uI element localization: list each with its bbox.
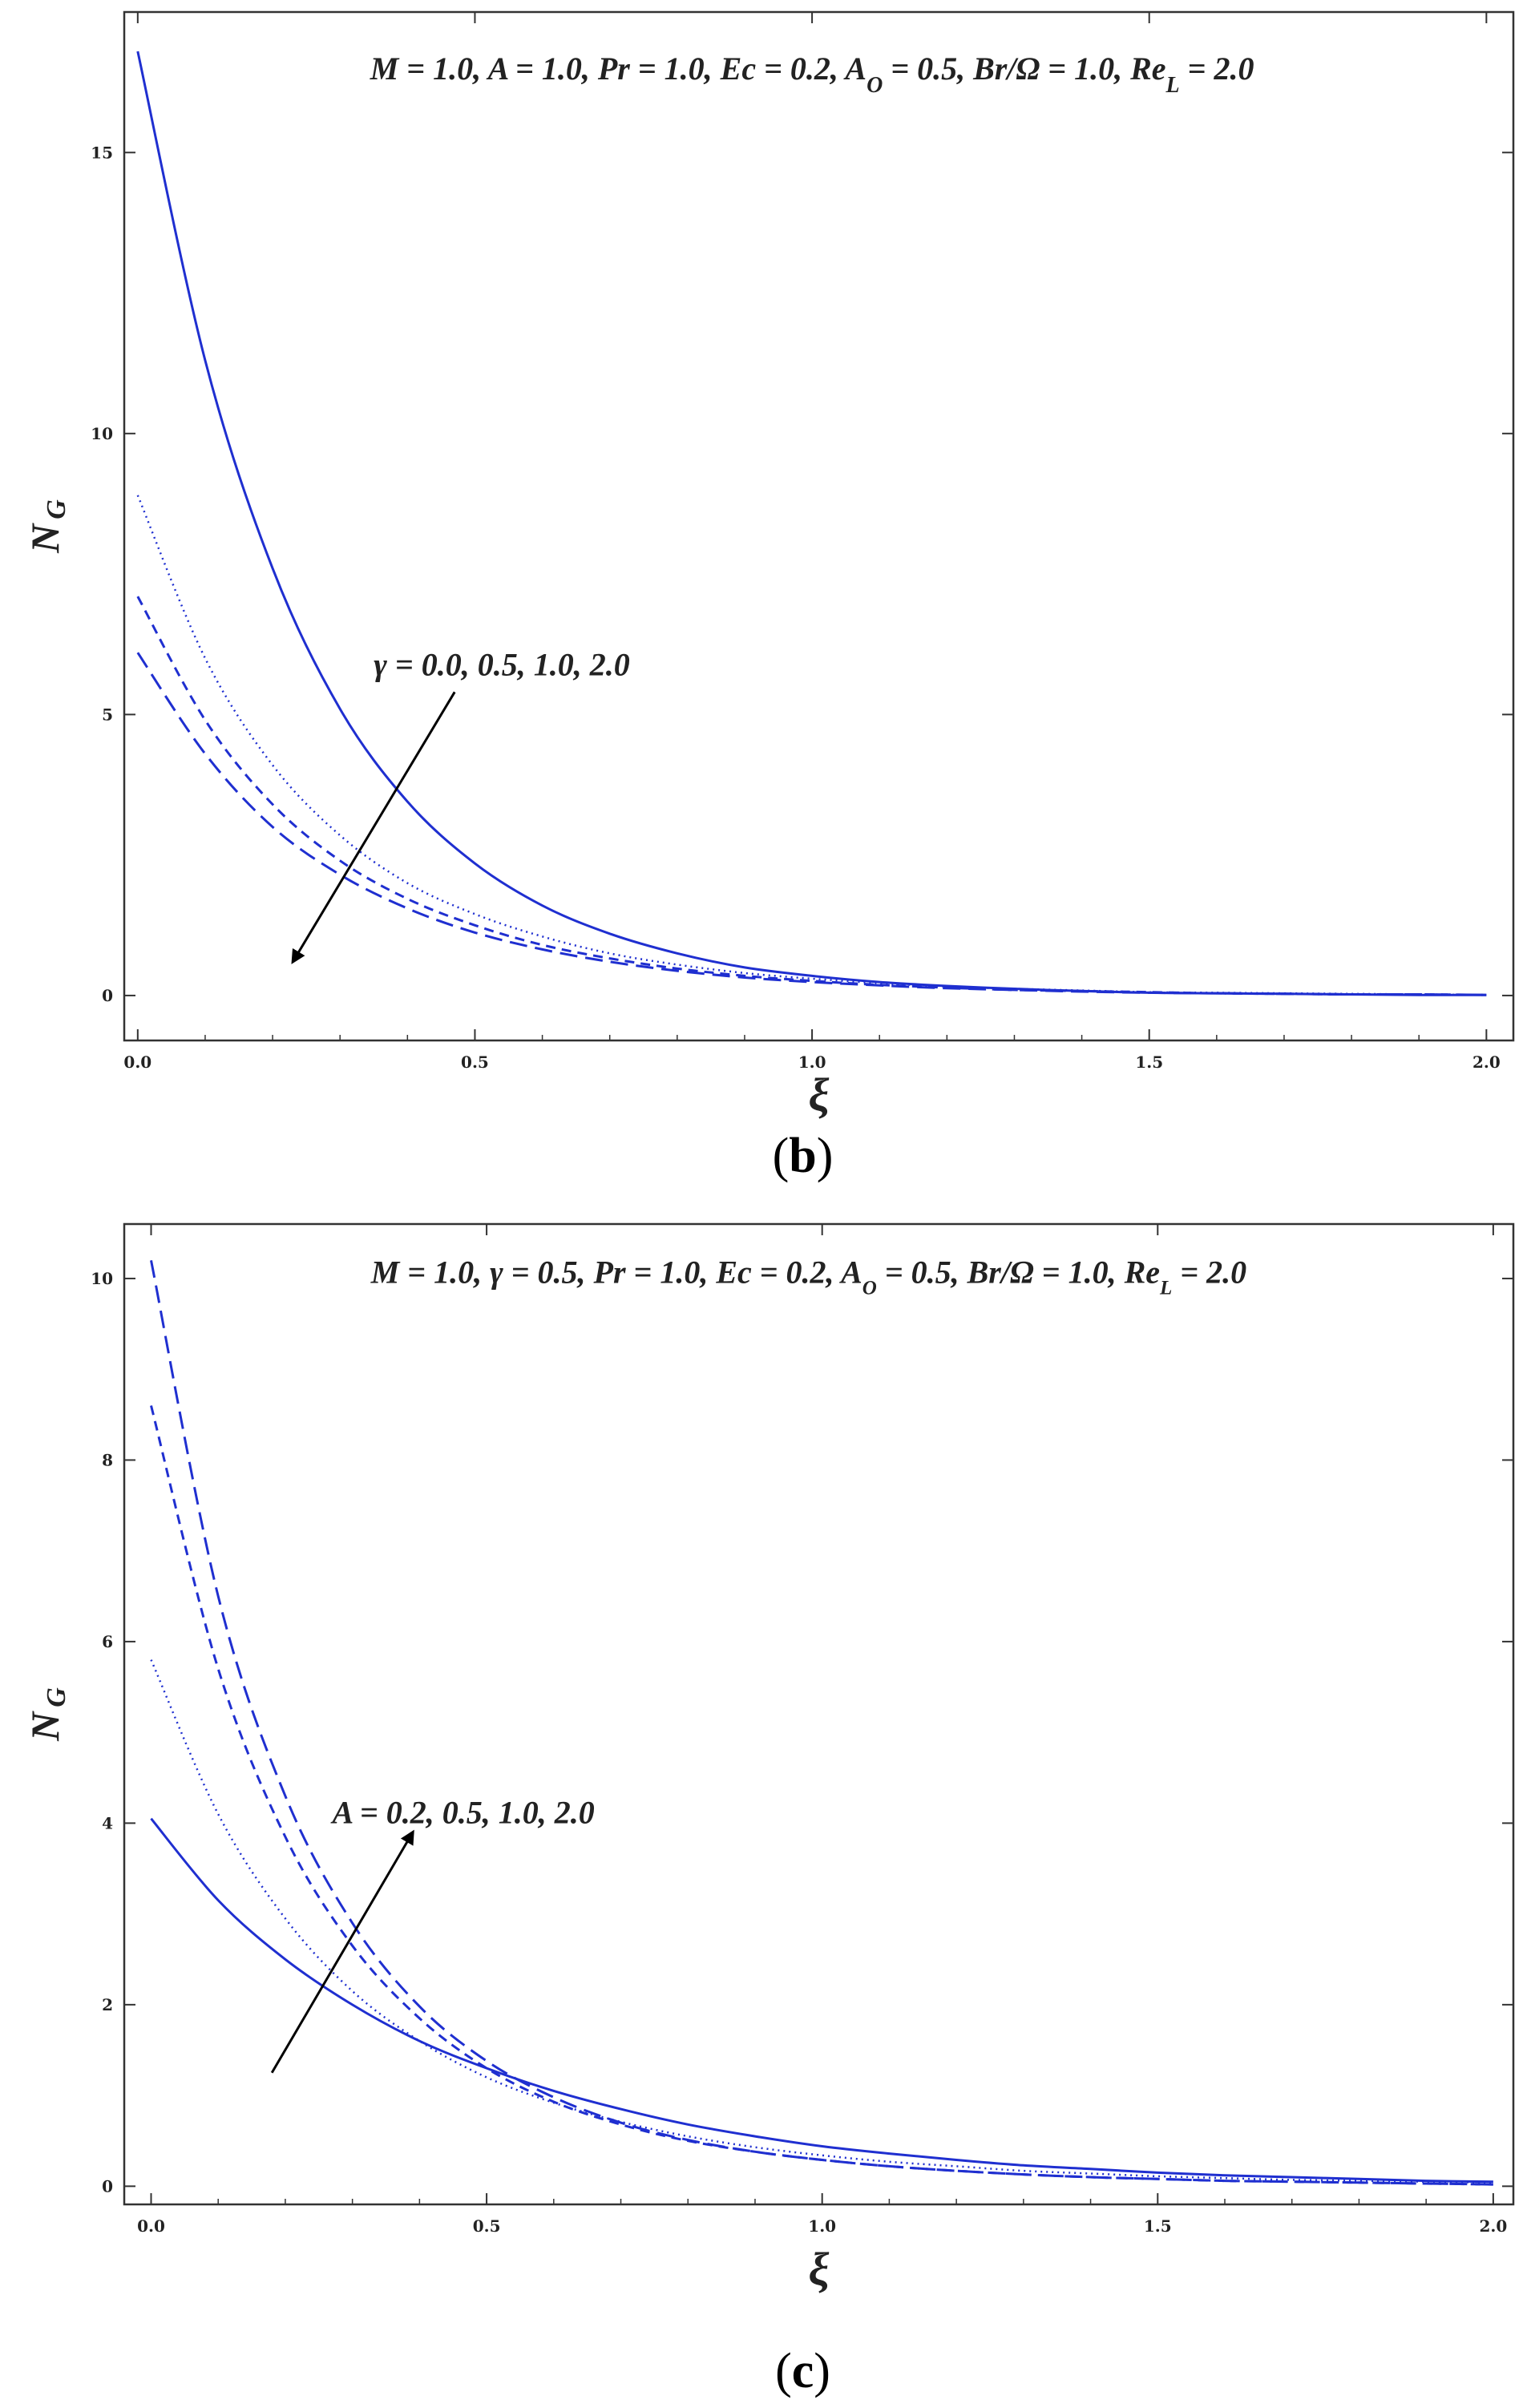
y-tick-label: 5 <box>102 705 113 724</box>
y-tick-label: 8 <box>102 1450 113 1469</box>
series-line-1-solid <box>136 51 1487 996</box>
series-line-3-dashed <box>136 596 1487 996</box>
y-tick-label: 0 <box>102 986 113 1005</box>
x-tick-label: 1.0 <box>808 2216 836 2236</box>
series-line-4-longdash <box>136 652 1487 996</box>
y-tick-label: 15 <box>91 143 113 162</box>
x-tick-label: 2.0 <box>1472 1052 1501 1072</box>
series-line-2-dotted <box>136 495 1487 996</box>
y-axis-label: NG <box>22 499 71 554</box>
y-tick-label: 0 <box>102 2176 113 2196</box>
trend-arrow <box>291 691 456 964</box>
series-line-2-dotted <box>150 1659 1493 2184</box>
x-axis-label: ξ <box>808 2243 829 2295</box>
y-tick-label: 2 <box>102 1995 113 2014</box>
x-tick-label: 1.0 <box>798 1052 826 1072</box>
y-tick-label: 4 <box>102 1813 113 1832</box>
x-tick-label: 0.0 <box>123 1052 151 1072</box>
trend-arrow <box>270 1829 414 2074</box>
x-tick-label: 0.0 <box>137 2216 165 2236</box>
parameter-arrow-label: γ = 0.0, 0.5, 1.0, 2.0 <box>374 646 629 682</box>
y-tick-label: 6 <box>102 1632 113 1651</box>
chart-panel-b: 0.0 0.5 1.0 1.5 2.0 0 5 10 15 γ = 0.0, 0.5, 1.0, … <box>22 10 1515 1183</box>
parameter-annotation: M = 1.0, A = 1.0, Pr = 1.0, Ec = 0.2, AO… <box>370 51 1254 98</box>
x-tick-label: 0.5 <box>473 2216 501 2236</box>
y-tick-label: 10 <box>91 1269 113 1288</box>
x-tick-label: 0.5 <box>461 1052 489 1072</box>
plot-frame <box>123 10 1515 1042</box>
series-line-1-solid <box>150 1817 1493 2184</box>
panel-label: (c) <box>775 2344 830 2398</box>
series-line-4-longdash <box>150 1260 1493 2186</box>
x-tick-label: 2.0 <box>1479 2216 1507 2236</box>
x-tick-label: 1.5 <box>1144 2216 1172 2236</box>
parameter-annotation: M = 1.0, γ = 0.5, Pr = 1.0, Ec = 0.2, AO… <box>370 1255 1246 1299</box>
x-tick-label: 1.5 <box>1135 1052 1163 1072</box>
x-axis-label: ξ <box>808 1069 829 1121</box>
parameter-arrow-label: A = 0.2, 0.5, 1.0, 2.0 <box>330 1794 595 1830</box>
plot-frame <box>123 1222 1515 2206</box>
y-axis-label: NG <box>22 1687 71 1742</box>
panel-label: (b) <box>773 1129 834 1183</box>
chart-panel-c: 0.0 0.5 1.0 1.5 2.0 0 2 4 6 8 10 A = 0.2, 0.5, 1.0,… <box>22 1222 1515 2398</box>
y-tick-label: 10 <box>91 424 113 443</box>
